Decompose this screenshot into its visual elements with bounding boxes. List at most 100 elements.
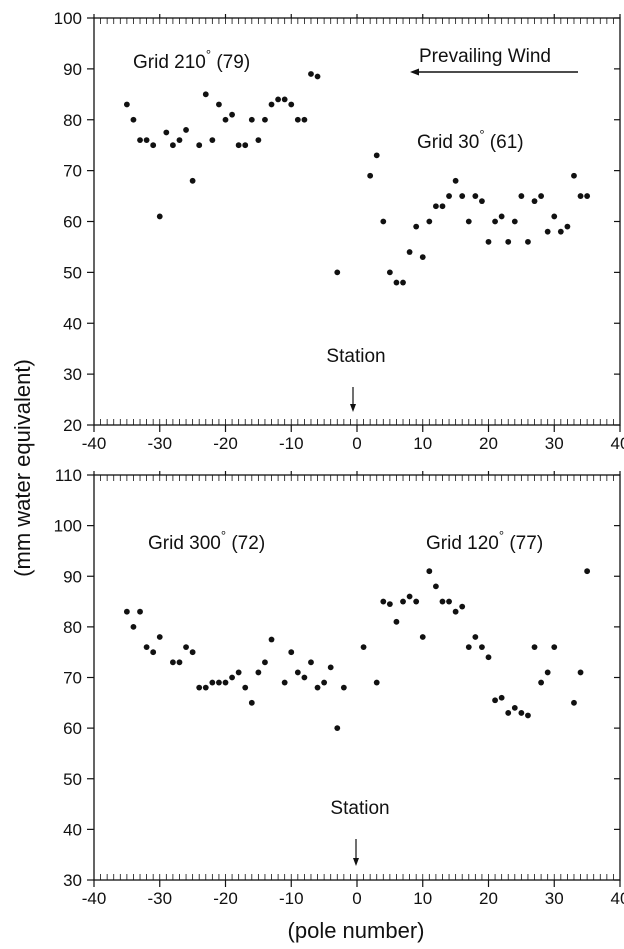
data-point	[373, 152, 380, 159]
data-point	[400, 598, 406, 605]
left-group-count: (72)	[226, 533, 265, 554]
y-tick-label: 40	[63, 314, 82, 333]
x-tick-label: -20	[213, 434, 238, 453]
data-point	[288, 101, 295, 108]
data-point	[577, 193, 584, 199]
x-tick-label: 20	[479, 889, 498, 908]
data-point	[189, 177, 196, 184]
data-point	[170, 659, 176, 666]
data-point	[498, 213, 505, 220]
y-tick-label: 100	[54, 9, 82, 28]
y-tick-label: 60	[63, 213, 82, 232]
data-point	[314, 73, 321, 80]
x-tick-label: 0	[352, 434, 361, 453]
data-point	[268, 636, 275, 643]
data-point	[433, 203, 439, 210]
right-group-degree: °	[479, 127, 484, 142]
data-point	[321, 679, 328, 686]
y-tick-label: 70	[63, 669, 82, 688]
y-tick-label: 30	[63, 871, 82, 890]
data-point	[268, 101, 275, 108]
data-point	[472, 634, 479, 640]
bottom-panel: -40 -30 -20 -10 0 10 20 30 40 30 40 50 60 70 80 90 100 11…	[54, 466, 624, 908]
x-tick-label: -30	[147, 434, 172, 453]
data-point	[479, 644, 485, 651]
x-tick-label: -10	[279, 889, 304, 908]
data-point	[426, 568, 433, 575]
data-point	[439, 203, 446, 210]
data-point	[183, 644, 189, 651]
y-tick-label: 30	[63, 365, 82, 384]
station-arrow-head	[353, 858, 359, 866]
x-tick-label: 30	[545, 434, 564, 453]
data-point	[511, 218, 518, 225]
data-point	[216, 101, 222, 108]
data-point	[130, 116, 137, 123]
data-point	[137, 137, 143, 144]
y-tick-label: 90	[63, 567, 82, 586]
right-group-count: (77)	[504, 533, 543, 554]
data-point	[413, 223, 420, 230]
y-tick-label: 70	[63, 162, 82, 181]
data-point	[150, 649, 157, 656]
data-point	[176, 659, 183, 666]
data-point	[518, 193, 525, 199]
data-point	[235, 669, 242, 676]
data-point	[143, 644, 150, 651]
data-point	[518, 710, 525, 716]
right-group-count: (61)	[485, 132, 524, 153]
data-point	[308, 71, 314, 77]
left-group-count: (79)	[211, 52, 250, 73]
data-point	[222, 679, 229, 686]
x-tick-label: 40	[611, 434, 624, 453]
y-tick-label: 50	[63, 263, 82, 282]
data-point	[156, 634, 163, 640]
data-point	[538, 193, 544, 199]
data-point	[459, 603, 466, 610]
data-point	[380, 598, 387, 605]
x-tick-label: 40	[611, 889, 624, 908]
x-tick-label: 0	[352, 889, 361, 908]
station-label: Station	[326, 346, 385, 367]
x-tick-label: 10	[413, 889, 432, 908]
data-point	[406, 249, 413, 255]
data-point	[123, 608, 130, 615]
data-point	[492, 697, 498, 704]
data-point	[209, 679, 216, 686]
data-point	[380, 218, 387, 225]
data-point	[137, 608, 143, 615]
data-point	[505, 238, 512, 245]
station-label: Station	[330, 798, 389, 819]
x-tick-label: 30	[545, 889, 564, 908]
data-point	[400, 279, 406, 286]
left-group-label: Grid 210° (79)	[133, 47, 250, 73]
data-point	[393, 279, 400, 286]
data-point	[288, 649, 295, 656]
left-group-degree: °	[206, 47, 211, 62]
data-point	[452, 608, 459, 615]
data-point	[571, 699, 577, 706]
data-point	[262, 659, 268, 666]
data-point	[229, 674, 235, 681]
x-tick-label: 10	[413, 434, 432, 453]
data-point	[222, 116, 229, 123]
data-point	[209, 137, 216, 144]
data-point	[446, 193, 452, 199]
data-point	[485, 238, 492, 245]
data-point	[551, 213, 558, 220]
data-point	[202, 91, 209, 98]
data-point	[248, 699, 255, 706]
data-point	[255, 669, 262, 676]
data-point	[419, 634, 426, 640]
y-tick-label: 50	[63, 770, 82, 789]
data-point	[248, 116, 255, 123]
right-group-label: Grid 30° (61)	[417, 127, 524, 153]
right-group-name: Grid 30	[417, 132, 479, 153]
data-point	[281, 96, 288, 103]
y-axis-title: (mm water equivalent)	[10, 359, 35, 577]
data-point	[123, 101, 130, 108]
data-point	[564, 223, 571, 230]
data-point	[544, 228, 551, 235]
data-point	[150, 142, 157, 149]
